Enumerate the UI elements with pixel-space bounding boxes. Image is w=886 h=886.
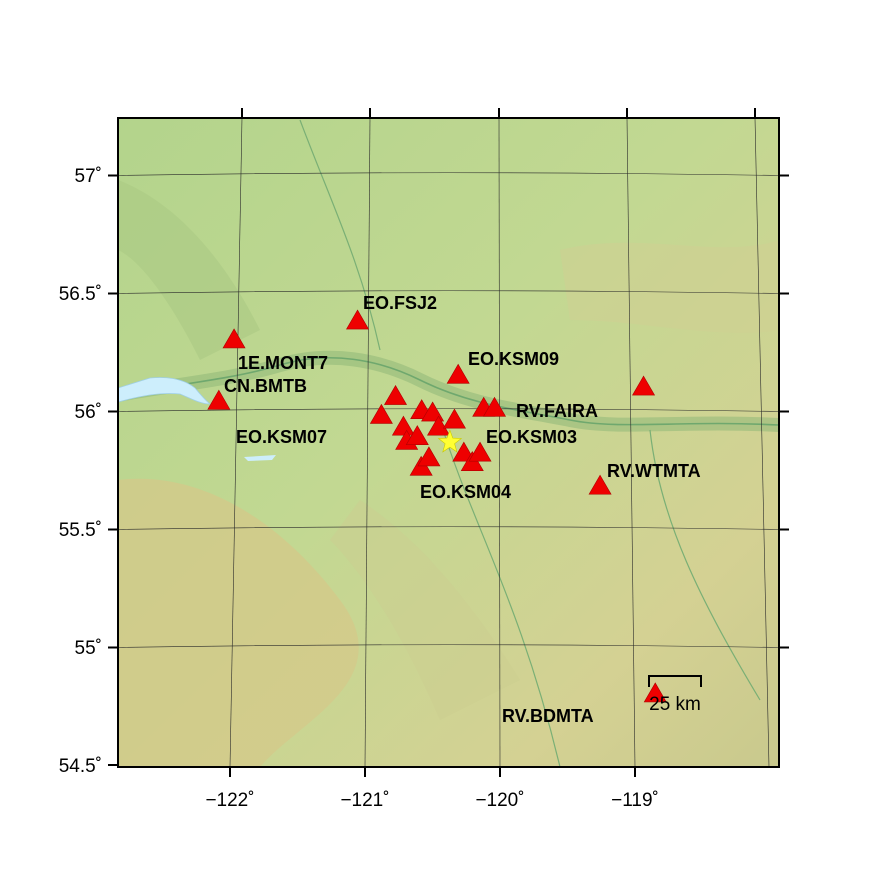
station-triangle-icon[interactable]	[421, 401, 445, 422]
plateau-shading-northeast	[560, 240, 779, 333]
station-label: EO.FSJ2	[363, 293, 437, 313]
lon-tick-label: −120˚	[475, 790, 524, 811]
scale-bar-line	[648, 675, 702, 687]
graticule-lon-119	[626, 118, 636, 767]
graticule-lat-55-5	[118, 526, 779, 530]
lat-tick-label: 55.5˚	[59, 520, 102, 541]
map-frame	[117, 117, 780, 768]
tributary-north	[299, 119, 381, 351]
lon-tick-label: −122˚	[205, 790, 254, 811]
lat-tick-label: 54.5˚	[59, 756, 102, 777]
epicenter-layer	[437, 429, 463, 453]
station-triangle-icon[interactable]	[446, 363, 470, 384]
map-area[interactable]	[118, 118, 779, 767]
ridge-shading-northwest	[118, 180, 260, 360]
station-triangle-icon[interactable]	[346, 309, 370, 330]
lon-tick-label: −119˚	[611, 790, 659, 811]
graticule-lon-122	[229, 118, 243, 767]
scale-bar: 25 km	[648, 675, 702, 715]
graticule-lon-120	[498, 118, 501, 767]
tributary-east	[649, 429, 761, 701]
lat-tick-label: 56.5˚	[59, 284, 102, 305]
graticule-lon-121	[364, 118, 371, 767]
station-label: EO.KSM09	[468, 349, 559, 369]
axis-ticks	[108, 108, 789, 777]
lat-tick-label: 56˚	[75, 402, 102, 423]
station-triangle-icon[interactable]	[588, 474, 612, 495]
stations-layer	[207, 309, 667, 703]
station-label: EO.KSM03	[486, 427, 577, 447]
station-label: RV.WTMTA	[607, 461, 701, 481]
station-triangle-icon[interactable]	[442, 408, 466, 429]
station-triangle-icon[interactable]	[369, 403, 393, 424]
station-triangle-icon[interactable]	[207, 389, 231, 410]
station-label: RV.BDMTA	[502, 706, 594, 726]
station-triangle-icon[interactable]	[427, 415, 451, 436]
station-triangle-icon[interactable]	[405, 425, 429, 445]
graticule-lat-57	[118, 172, 779, 176]
station-label: CN.BMTB	[224, 376, 307, 396]
station-triangle-icon[interactable]	[417, 446, 441, 467]
station-triangle-icon[interactable]	[383, 384, 408, 405]
graticule-lat-56-5	[118, 290, 779, 294]
station-triangle-icon[interactable]	[482, 396, 507, 417]
lon-tick-label: −121˚	[340, 790, 389, 811]
station-label: EO.KSM07	[236, 427, 327, 447]
scale-bar-label: 25 km	[649, 694, 701, 715]
station-triangle-icon[interactable]	[643, 682, 667, 703]
graticule-lat-56	[118, 408, 779, 412]
lat-tick-label: 55˚	[75, 638, 102, 659]
highland-shading-southwest	[118, 478, 359, 767]
lat-tick-label: 57˚	[75, 166, 102, 187]
station-label: RV.FAIRA	[516, 401, 598, 421]
tributary-south	[439, 419, 561, 767]
station-labels: EO.FSJ2 1E.MONT7 CN.BMTB EO.KSM09 RV.FAI…	[224, 293, 701, 726]
longitude-tick-labels: −122˚ −121˚ −120˚ −119˚	[205, 790, 658, 811]
station-triangle-icon[interactable]	[222, 328, 246, 349]
lake-water	[244, 455, 276, 461]
station-label: 1E.MONT7	[238, 353, 328, 373]
river-line	[118, 357, 779, 426]
star-icon[interactable]	[437, 429, 463, 453]
station-triangle-icon[interactable]	[391, 415, 415, 436]
station-label: EO.KSM04	[420, 482, 511, 502]
graticule-lon-118	[754, 118, 770, 767]
graticule-lat-55	[118, 644, 779, 648]
hill-shading-south	[330, 500, 520, 720]
latitude-tick-labels: 57˚ 56.5˚ 56˚ 55.5˚ 55˚ 54.5˚	[59, 166, 102, 777]
reservoir-water	[118, 377, 212, 405]
station-triangle-icon[interactable]	[468, 441, 492, 462]
graticule	[118, 118, 779, 767]
station-triangle-icon[interactable]	[632, 375, 656, 396]
